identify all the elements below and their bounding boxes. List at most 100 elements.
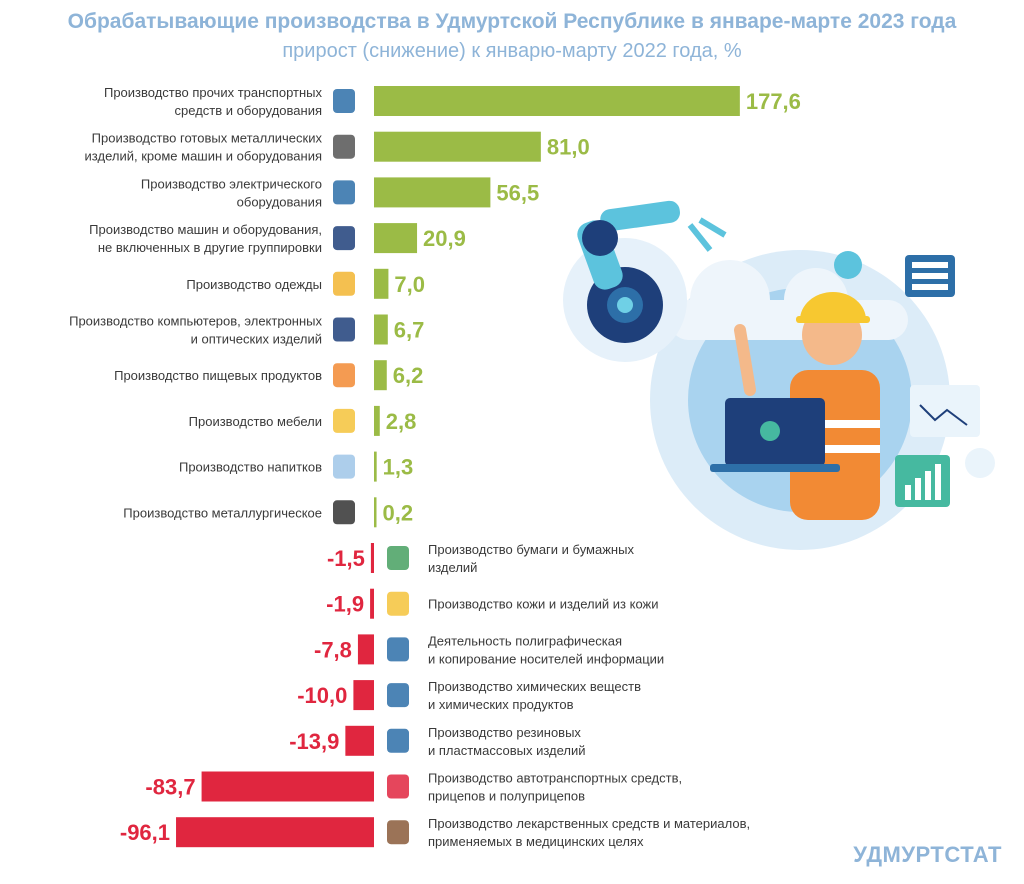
category-label: Производство лекарственных средств и мат…: [428, 816, 750, 849]
ice-cream-icon: [333, 363, 355, 388]
brand-logo-text: УДМУРТСТАТ: [853, 842, 1002, 867]
category-label-line: Производство бумаги и бумажных: [428, 542, 634, 557]
gears-icon: [333, 134, 355, 159]
bottle-icon: [333, 454, 355, 479]
leather-icon: [387, 591, 409, 616]
category-label-line: и копирование носителей информации: [428, 651, 664, 666]
category-label: Деятельность полиграфическая и копировани…: [428, 633, 664, 666]
category-label-line: изделий: [428, 560, 477, 575]
data-label: -13,9: [289, 729, 339, 754]
bar: [176, 817, 374, 848]
clothes-icon: [333, 271, 355, 296]
category-label: Производство компьютеров, электронных и о…: [69, 314, 322, 347]
test-tube-icon: [387, 683, 409, 708]
cabinet-icon: [333, 408, 355, 433]
bar: [374, 86, 740, 116]
category-label-line: применяемых в медицинских целях: [428, 834, 644, 849]
category-label-line: Производство химических веществ: [428, 679, 641, 694]
data-label: 177,6: [746, 89, 801, 114]
category-label-line: и пластмассовых изделий: [428, 743, 586, 758]
category-label-line: и оптических изделий: [191, 332, 322, 347]
data-label: -1,5: [327, 546, 365, 571]
car-icon: [387, 774, 409, 799]
category-label-line: Производство кожи и изделий из кожи: [428, 597, 658, 612]
chart-subtitle: прирост (снижение) к январю-марту 2022 г…: [282, 40, 742, 62]
data-label: -96,1: [120, 820, 170, 845]
printing-icon: [387, 637, 409, 662]
robot-arm-icon: [333, 226, 355, 251]
category-label: Производство прочих транспортных средств …: [104, 85, 323, 118]
category-label: Производство бумаги и бумажных изделий: [428, 542, 634, 575]
category-label: Производство химических веществ и химичес…: [428, 679, 641, 712]
boot-icon: [387, 728, 409, 753]
category-label: Производство напитков: [179, 460, 322, 475]
data-label: -7,8: [314, 637, 352, 662]
category-label: Производство электрического оборудования: [141, 176, 322, 209]
bar: [353, 680, 374, 711]
category-label-line: Производство резиновых: [428, 725, 581, 740]
bar: [370, 588, 374, 619]
data-label: -10,0: [297, 683, 347, 708]
category-label-line: Производство автотранспортных средств,: [428, 771, 682, 786]
bar: [374, 223, 418, 254]
bar: [374, 497, 377, 528]
bar: [374, 314, 388, 345]
medicine-icon: [387, 820, 409, 845]
data-label: 20,9: [423, 226, 466, 251]
category-label-line: изделий, кроме машин и оборудования: [85, 149, 322, 164]
category-label-line: Производство мебели: [189, 414, 322, 429]
data-label: 6,2: [393, 363, 424, 388]
category-label: Производство автотранспортных средств, пр…: [428, 771, 682, 804]
bar: [374, 451, 377, 482]
bar: [201, 771, 374, 802]
category-label: Производство готовых металлических издели…: [85, 131, 323, 164]
category-label: Производство резиновых и пластмассовых из…: [428, 725, 586, 758]
category-label-line: не включенных в другие группировки: [98, 240, 322, 255]
category-label-line: оборудования: [237, 194, 322, 209]
category-label-line: Производство лекарственных средств и мат…: [428, 816, 750, 831]
category-label-line: Производство напитков: [179, 460, 322, 475]
bar: [357, 634, 374, 665]
drill-icon: [333, 180, 355, 205]
bar: [374, 131, 541, 162]
category-label-line: Производство прочих транспортных: [104, 85, 323, 100]
category-label: Производство пищевых продуктов: [114, 368, 322, 383]
data-label: 0,2: [383, 500, 414, 525]
category-label-line: Производство металлургическое: [123, 505, 322, 520]
category-label: Производство одежды: [186, 277, 322, 292]
category-label-line: Производство пищевых продуктов: [114, 368, 322, 383]
category-label-line: прицепов и полуприцепов: [428, 789, 585, 804]
chart-title: Обрабатывающие производства в Удмуртской…: [67, 10, 957, 33]
worker-illustration: [563, 200, 995, 550]
category-label-line: Производство одежды: [186, 277, 322, 292]
bar: [374, 268, 389, 299]
data-label: 81,0: [547, 135, 590, 160]
data-label: -83,7: [145, 775, 195, 800]
data-label: -1,9: [326, 592, 364, 617]
category-label: Производство металлургическое: [123, 505, 322, 520]
bar: [345, 725, 374, 756]
category-label-line: Производство готовых металлических: [92, 131, 323, 146]
monitor-icon: [333, 317, 355, 342]
data-label: 1,3: [383, 455, 414, 480]
bar: [374, 360, 387, 391]
category-label: Производство кожи и изделий из кожи: [428, 597, 658, 612]
category-label-line: Производство электрического: [141, 176, 322, 191]
category-label-line: Деятельность полиграфическая: [428, 633, 622, 648]
category-label: Производство машин и оборудования, не вкл…: [89, 222, 322, 255]
category-label-line: Производство компьютеров, электронных: [69, 314, 322, 329]
bar: [370, 543, 374, 573]
bar: [374, 177, 491, 208]
data-label: 56,5: [496, 180, 539, 205]
category-label: Производство мебели: [189, 414, 322, 429]
bar: [374, 405, 380, 436]
category-label-line: средств и оборудования: [175, 103, 322, 118]
bicycle-icon: [333, 89, 355, 113]
data-label: 7,0: [394, 272, 425, 297]
paper-icon: [387, 546, 409, 570]
category-label-line: Производство машин и оборудования,: [89, 222, 322, 237]
data-label: 6,7: [394, 318, 425, 343]
data-label: 2,8: [386, 409, 417, 434]
ladle-icon: [333, 500, 355, 525]
